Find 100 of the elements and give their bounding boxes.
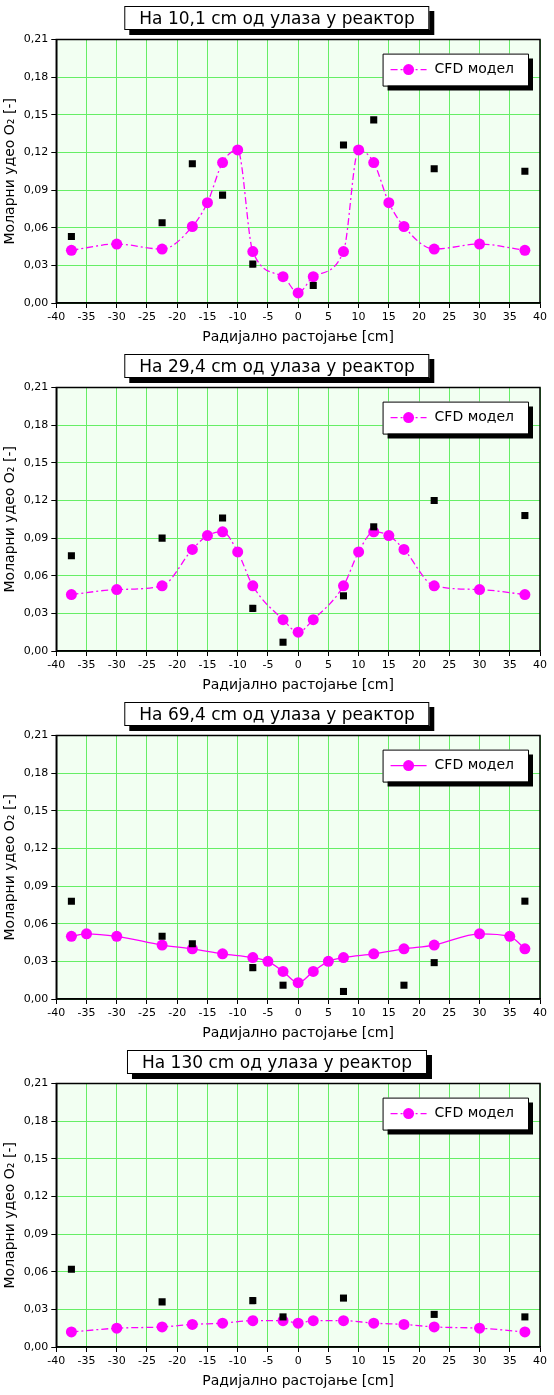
point — [158, 534, 166, 542]
point — [339, 592, 348, 600]
point — [249, 604, 257, 612]
point — [156, 1321, 168, 1333]
point — [111, 238, 123, 250]
point — [292, 1317, 304, 1329]
point — [368, 1317, 380, 1329]
point — [158, 1298, 166, 1306]
y-axis-title: Моларни удео O₂ [-] — [1, 446, 18, 593]
x-tick-label: -10 — [228, 310, 247, 324]
y-tick-label: 0,03 — [23, 1302, 49, 1316]
point — [428, 243, 440, 255]
x-tick-label: 10 — [351, 1006, 366, 1020]
point — [247, 1315, 259, 1327]
point — [353, 546, 365, 558]
legend-label: CFD модел — [434, 408, 515, 425]
y-tick-label: 0,06 — [23, 916, 49, 930]
x-tick-label: 5 — [324, 658, 332, 672]
x-tick-label: -25 — [138, 658, 156, 672]
point — [277, 271, 289, 283]
point — [519, 1326, 531, 1338]
point — [249, 260, 257, 268]
legend-label: CFD модел — [434, 1104, 515, 1121]
y-tick-label: 0,06 — [23, 220, 49, 234]
x-tick-label: 40 — [533, 310, 547, 324]
x-tick-label: -5 — [262, 310, 274, 324]
point — [186, 1318, 198, 1330]
point — [156, 243, 168, 255]
point — [474, 1322, 486, 1334]
x-axis-title: Радијално растојање [cm] — [202, 1372, 394, 1389]
y-tick-label: 0,21 — [23, 380, 49, 394]
point — [430, 496, 438, 505]
point — [279, 981, 287, 989]
x-tick-label: 30 — [472, 310, 487, 324]
y-tick-label: 0,12 — [23, 841, 49, 855]
x-axis-title: Радијално растојање [cm] — [202, 676, 394, 693]
x-tick-label: 15 — [381, 1354, 396, 1368]
point — [398, 543, 410, 555]
chart-title: На 130 cm од улаза у реактор — [126, 1050, 428, 1074]
point — [307, 614, 319, 626]
x-tick-label: 20 — [412, 310, 427, 324]
point — [232, 546, 244, 558]
x-tick-label: -20 — [168, 310, 187, 324]
point — [292, 977, 304, 989]
point — [158, 932, 166, 940]
x-tick-label: -30 — [107, 310, 126, 324]
x-tick-label: -20 — [168, 1354, 187, 1368]
point — [111, 930, 123, 942]
x-tick-label: 40 — [533, 1354, 547, 1368]
point — [307, 965, 319, 977]
x-tick-label: 35 — [502, 658, 517, 672]
point — [247, 952, 259, 964]
x-tick-label: -35 — [77, 1354, 96, 1368]
x-axis-title: Радијално растојање [cm] — [202, 328, 394, 345]
point — [337, 580, 349, 592]
point — [353, 144, 365, 156]
x-tick-label: -15 — [198, 658, 217, 672]
point — [277, 965, 289, 977]
y-tick-label: 0,00 — [23, 991, 49, 1005]
point — [247, 246, 259, 258]
x-tick-label: 25 — [442, 1006, 457, 1020]
x-tick-label: 10 — [351, 658, 366, 672]
point — [474, 584, 486, 596]
x-tick-label: -40 — [47, 1354, 66, 1368]
x-tick-label: -20 — [168, 658, 187, 672]
point — [67, 232, 75, 241]
point — [368, 157, 380, 169]
point — [111, 1322, 123, 1334]
point — [217, 526, 229, 538]
y-tick-label: 0,18 — [23, 418, 49, 432]
x-tick-label: 15 — [381, 310, 396, 324]
x-tick-label: -35 — [77, 1006, 96, 1020]
point — [322, 955, 334, 967]
point — [337, 1315, 349, 1327]
point — [307, 1315, 319, 1327]
x-tick-label: 5 — [324, 1354, 332, 1368]
point — [81, 928, 93, 940]
x-tick-label: -5 — [262, 1006, 274, 1020]
x-tick-label: -15 — [198, 1354, 217, 1368]
x-tick-label: 30 — [472, 1006, 487, 1020]
point — [247, 580, 259, 592]
x-tick-label: -10 — [228, 1006, 247, 1020]
point — [474, 928, 486, 940]
x-tick-label: 15 — [381, 1006, 396, 1020]
point — [217, 157, 229, 169]
x-tick-label: -40 — [47, 310, 66, 324]
x-tick-label: -25 — [138, 1006, 156, 1020]
x-tick-label: 25 — [442, 310, 457, 324]
point — [428, 1321, 440, 1333]
point — [521, 167, 529, 175]
x-tick-label: 25 — [442, 658, 457, 672]
x-tick-label: -40 — [47, 658, 66, 672]
x-tick-label: 5 — [324, 1006, 332, 1020]
x-tick-label: -10 — [228, 658, 247, 672]
y-axis-title: Моларни удео O₂ [-] — [1, 1142, 18, 1289]
y-tick-label: 0,12 — [23, 1189, 49, 1203]
x-tick-label: 10 — [351, 1354, 366, 1368]
x-tick-label: -35 — [77, 658, 96, 672]
point — [279, 638, 287, 646]
x-tick-label: 0 — [294, 310, 302, 324]
